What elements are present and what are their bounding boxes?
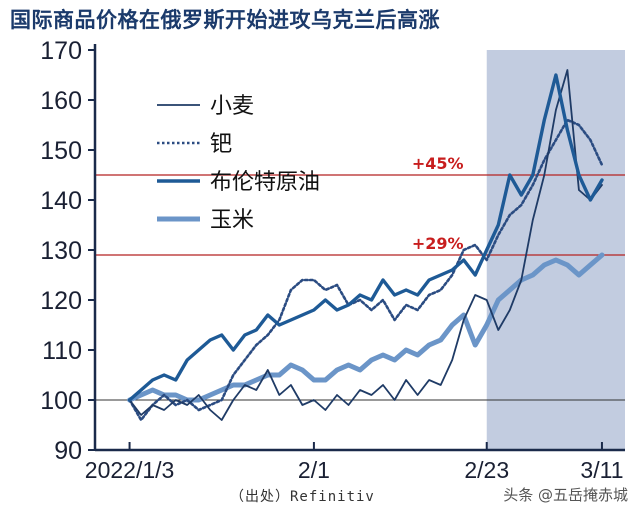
reference-label: +29% <box>412 234 464 253</box>
y-tick-label: 170 <box>40 37 82 65</box>
y-tick-label: 120 <box>40 287 82 315</box>
series-line-medium <box>127 73 604 402</box>
chart-title: 国际商品价格在俄罗斯开始进攻乌克兰后高涨 <box>10 8 440 32</box>
legend-label: 布伦特原油 <box>210 170 320 195</box>
source-note: （出处）Refinitiv <box>230 489 375 505</box>
legend-label: 钯 <box>210 132 232 157</box>
reference-label: +45% <box>412 154 464 173</box>
x-tick-label: 2/23 <box>464 457 509 483</box>
series-line-thick <box>127 252 605 403</box>
y-tick-label: 150 <box>40 137 82 165</box>
x-tick-label: 3/11 <box>580 457 623 483</box>
watermark-credit: 头条 @五岳掩赤城 <box>503 486 628 504</box>
x-tick-label: 2/1 <box>298 457 330 483</box>
y-tick-label: 140 <box>40 187 82 215</box>
shaded-region <box>486 50 625 450</box>
series-line-thin <box>128 69 603 421</box>
legend-label: 小麦 <box>210 94 254 119</box>
y-tick-label: 100 <box>40 387 82 415</box>
y-tick-label: 160 <box>40 87 82 115</box>
legend-label: 玉米 <box>210 208 254 233</box>
x-tick-label: 2022/1/3 <box>85 457 175 483</box>
series-line-dotted <box>128 118 604 422</box>
y-tick-label: 130 <box>40 237 82 265</box>
y-tick-label: 90 <box>54 437 82 465</box>
y-tick-label: 110 <box>42 337 82 365</box>
